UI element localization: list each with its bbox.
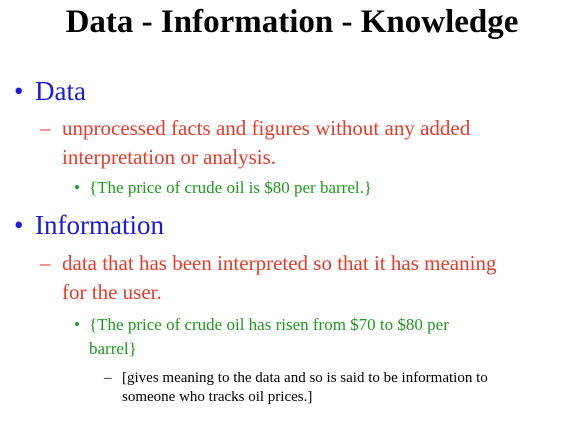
dash-marker-information-note: – bbox=[104, 370, 112, 386]
bullet-marker-information-example: • bbox=[74, 315, 80, 334]
dash-marker-data-definition: – bbox=[40, 116, 51, 140]
data-definition-line-2: interpretation or analysis. bbox=[62, 145, 277, 169]
information-definition-line-2: for the user. bbox=[62, 280, 162, 304]
bullet-marker-information: • bbox=[14, 210, 24, 240]
heading-information: Information bbox=[35, 210, 164, 240]
bullet-marker-data-example: • bbox=[74, 178, 80, 197]
slide-title: Data - Information - Knowledge bbox=[65, 4, 519, 40]
information-example-line-2: barrel} bbox=[89, 339, 137, 358]
data-example: {The price of crude oil is $80 per barre… bbox=[89, 178, 373, 197]
information-definition-line-1: data that has been interpreted so that i… bbox=[62, 251, 497, 275]
information-example-line-1: {The price of crude oil has risen from $… bbox=[89, 315, 449, 334]
information-note-line-2: someone who tracks oil prices.] bbox=[122, 389, 313, 405]
dash-marker-information-definition: – bbox=[40, 251, 51, 275]
bullet-marker-data: • bbox=[14, 76, 24, 106]
heading-data: Data bbox=[35, 76, 86, 106]
data-definition-line-1: unprocessed facts and figures without an… bbox=[62, 116, 471, 140]
information-note-line-1: [gives meaning to the data and so is sai… bbox=[122, 370, 488, 386]
